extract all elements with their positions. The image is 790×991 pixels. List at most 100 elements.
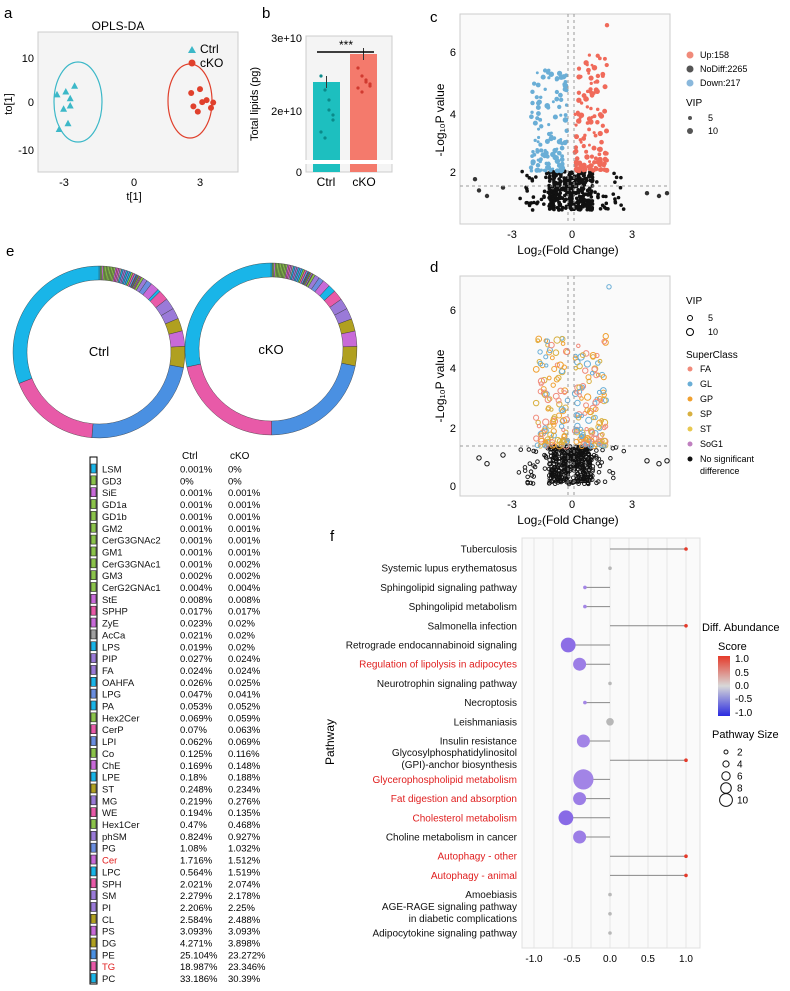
up-point: [595, 120, 600, 125]
up-point: [587, 127, 592, 132]
donut-cko-label: cKO: [258, 342, 283, 357]
down-point: [560, 154, 565, 159]
table-cko-value: 0.001%: [228, 500, 261, 511]
nodiff-point: [616, 195, 621, 200]
table-cko-value: 2.074%: [228, 879, 261, 890]
nodiff-point: [595, 180, 599, 184]
table-cko-value: 0.276%: [228, 796, 261, 807]
down-point: [530, 100, 535, 106]
lipid-bar-base: [350, 164, 377, 172]
table-cko-value: 0.001%: [228, 536, 261, 547]
panel-d: 6 4 2 0 -3 0 3 Log₂(Fold Change) -Log₁₀P…: [433, 275, 755, 527]
vip-marker-small: [688, 116, 692, 120]
pathway-dot: [573, 769, 594, 790]
replicate-point: [327, 98, 331, 102]
ctrl-legend-marker: [188, 46, 196, 53]
up-point: [588, 160, 592, 164]
up-point: [586, 116, 593, 122]
nodiff-point: [556, 476, 562, 481]
nodiff-point: [569, 453, 574, 459]
panel-f: Tuberculosis Systemic lupus erythematosus…: [323, 537, 779, 965]
nodiff-point: [529, 473, 535, 478]
table-cko-value: 0.063%: [228, 725, 261, 736]
table-cko-value: 30.39%: [228, 974, 261, 985]
axis-break: [304, 160, 394, 164]
up-point: [576, 97, 582, 103]
table-ctrl-value: 0.001%: [180, 524, 213, 535]
table-cko-value: 0.02%: [228, 619, 255, 630]
nodiff-point: [576, 173, 580, 178]
superclass-point: [549, 418, 557, 425]
table-lipid-name: PIP: [102, 654, 117, 665]
nodiff-point: [530, 208, 535, 212]
nodiff-point: [588, 455, 594, 460]
nodiff-point: [535, 200, 540, 204]
superclass-point: [558, 423, 565, 429]
superclass-point: [591, 366, 598, 373]
up-point: [579, 101, 584, 105]
down-point: [535, 105, 541, 110]
superclass-point: [544, 338, 551, 345]
lipid-bar: [313, 82, 340, 160]
superclass-point: [552, 349, 560, 356]
pathway-label: Fat digestion and absorption: [391, 794, 517, 805]
up-point: [592, 131, 596, 135]
table-ctrl-value: 0%: [180, 476, 194, 487]
nodiff-point: [574, 457, 579, 462]
nodiff-point: [619, 203, 623, 207]
table-key: [90, 617, 97, 628]
superclass-point: [541, 427, 548, 434]
table-lipid-name: Co: [102, 749, 114, 760]
nodiff-point: [546, 481, 552, 486]
nodiff-point: [596, 195, 600, 200]
nodiff-point: [542, 202, 546, 206]
superclass-point: [587, 409, 593, 416]
lipid-bar-base: [313, 164, 340, 172]
nodiff-point: [580, 185, 584, 190]
nodiff-point: [472, 177, 478, 182]
nodiff-point: [559, 186, 564, 191]
pathway-dot: [684, 547, 688, 551]
table-cko-value: 0.02%: [228, 630, 255, 641]
superclass-point: [602, 333, 609, 340]
down-point: [545, 166, 549, 171]
pathway-label: Tuberculosis: [461, 545, 517, 556]
table-ctrl-value: 0.248%: [180, 784, 213, 795]
superclass-point: [556, 361, 564, 369]
nodiff-point: [564, 204, 569, 209]
cko-point: [203, 97, 210, 104]
table-ctrl-value: 0.004%: [180, 583, 213, 594]
down-point: [532, 120, 538, 126]
up-point: [602, 84, 608, 90]
table-ctrl-value: 0.001%: [180, 547, 213, 558]
nodiff-point: [547, 186, 552, 191]
nodiff-point: [574, 177, 579, 182]
superclass-point: [599, 387, 607, 394]
table-ctrl-value: 2.279%: [180, 891, 213, 902]
superclass-point: [589, 370, 595, 376]
down-point: [556, 163, 562, 169]
pathway-plot-area: [521, 537, 701, 949]
table-ctrl-value: 0.169%: [180, 761, 213, 772]
panel-c: 6 4 2 -3 0 3 Log₂(Fold Change) -Log₁₀P v…: [433, 13, 747, 257]
table-ctrl-value: 0.019%: [180, 642, 213, 653]
pathway-dot: [608, 931, 612, 935]
nodiff-point: [561, 469, 567, 475]
up-point: [595, 107, 600, 112]
superclass-point: [584, 427, 589, 432]
table-lipid-name: LPE: [102, 773, 120, 784]
superclass-point: [535, 335, 543, 343]
nodiff-point: [559, 470, 564, 475]
pathway-dot: [684, 854, 688, 858]
down-point: [547, 76, 551, 80]
up-point: [576, 74, 582, 80]
down-point: [546, 105, 551, 110]
table-ctrl-value: 0.564%: [180, 867, 213, 878]
donut-slice: [91, 364, 184, 439]
nodiff-point: [604, 201, 609, 206]
pathway-dot: [606, 718, 614, 726]
table-key: [90, 902, 97, 912]
nodiff-point: [572, 207, 576, 212]
nodiff-point: [484, 193, 490, 199]
ctrl-point: [71, 82, 79, 89]
